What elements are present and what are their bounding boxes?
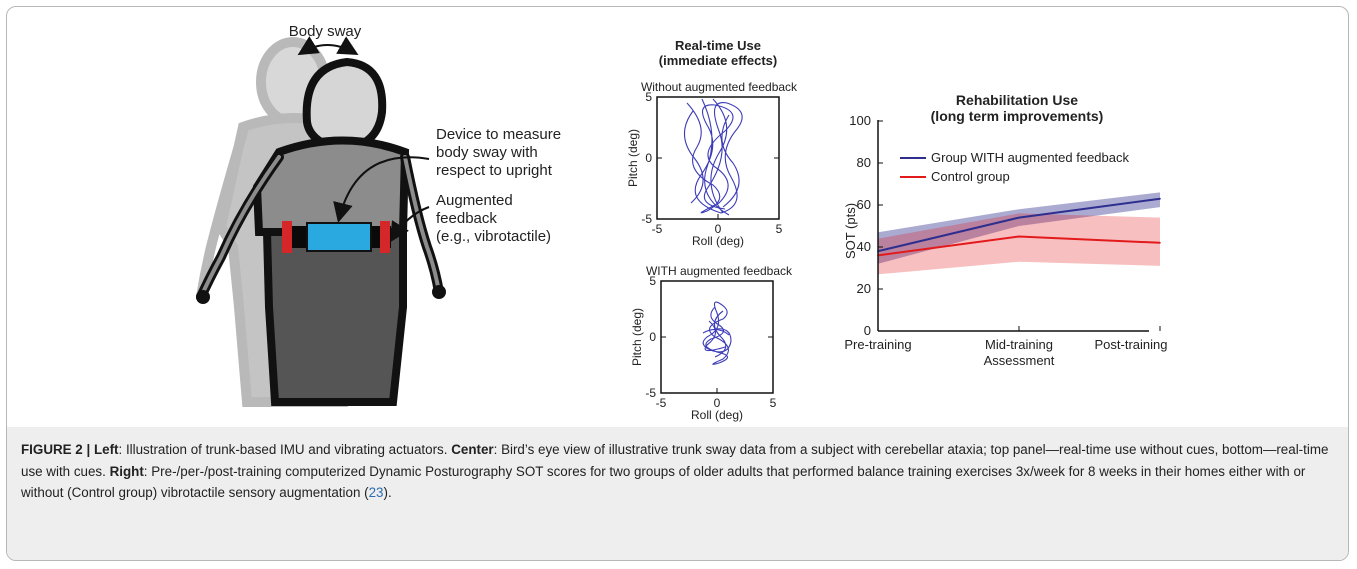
top-xtick-1: -5 <box>652 222 663 236</box>
point-with-1 <box>1018 216 1020 219</box>
rehab-ytick-40: 40 <box>857 239 871 254</box>
top-plot-ticks <box>656 96 780 220</box>
top-ytick-2: 0 <box>645 151 652 165</box>
top-xlabel: Roll (deg) <box>692 234 744 248</box>
center-panel: Real-time Use (immediate effects) Withou… <box>626 38 798 422</box>
bottom-ytick-1: 5 <box>649 274 656 288</box>
center-title-2: (immediate effects) <box>659 53 777 68</box>
bottom-xtick-3: 5 <box>770 396 777 410</box>
feedback-pointer <box>389 206 430 243</box>
main-figure <box>196 57 446 406</box>
bottom-xlabel: Roll (deg) <box>691 408 743 422</box>
bottom-plot-title: WITH augmented feedback <box>646 264 793 278</box>
legend-label-control: Control group <box>931 169 1010 184</box>
rehab-ylabel: SOT (pts) <box>843 203 858 259</box>
figure-area: Body sway Device to measure body sway wi… <box>7 7 1348 427</box>
bottom-sway-trace <box>702 301 732 365</box>
rehab-title-1: Rehabilitation Use <box>956 92 1078 108</box>
left-panel: Body sway Device to measure body sway wi… <box>196 23 561 407</box>
top-sway-trace <box>683 98 743 216</box>
feedback-label-2: feedback <box>436 210 497 227</box>
figure-caption: FIGURE 2 | Left: Illustration of trunk-b… <box>7 427 1348 560</box>
rehab-ytick-100: 100 <box>849 113 871 128</box>
caption-center-label: Center <box>451 442 494 457</box>
rehab-xtick-mid-2: Assessment <box>984 353 1055 368</box>
top-plot-frame <box>656 96 780 220</box>
top-ylabel: Pitch (deg) <box>626 129 640 187</box>
top-plot-title: Without augmented feedback <box>641 80 798 94</box>
rehab-ytick-80: 80 <box>857 155 871 170</box>
point-with-2 <box>1159 197 1161 200</box>
bottom-ylabel: Pitch (deg) <box>630 308 644 366</box>
body-sway-label: Body sway <box>289 23 362 40</box>
caption-left-text: : Illustration of trunk-based IMU and vi… <box>118 442 452 457</box>
top-xtick-3: 5 <box>776 222 783 236</box>
top-xtick-2: 0 <box>715 222 722 236</box>
bottom-plot-ticks <box>660 280 774 394</box>
top-ytick-1: 5 <box>645 90 652 104</box>
device-label-1: Device to measure <box>436 126 561 143</box>
caption-right-text: : Pre-/per-/post-training computerized D… <box>21 463 1306 501</box>
legend-label-with: Group WITH augmented feedback <box>931 150 1129 165</box>
bottom-ytick-2: 0 <box>649 330 656 344</box>
point-control-2 <box>1159 242 1161 244</box>
rehab-ytick-0: 0 <box>864 323 871 338</box>
caption-figure-label: FIGURE 2 | <box>21 442 94 457</box>
feedback-label-1: Augmented <box>436 192 513 209</box>
device-label-2: body sway with <box>436 144 538 161</box>
band-with <box>878 192 1160 264</box>
device-label-3: respect to upright <box>436 162 553 179</box>
bottom-xtick-1: -5 <box>656 396 667 410</box>
imu-device <box>306 222 372 252</box>
caption-right-label: Right <box>109 463 144 479</box>
left-actuator <box>282 221 292 253</box>
sway-arrow <box>297 36 359 56</box>
bottom-xtick-2: 0 <box>714 396 721 410</box>
device-pointer <box>333 156 430 223</box>
rehab-ytick-20: 20 <box>857 281 871 296</box>
rehab-xtick-post: Post-training <box>1095 337 1168 352</box>
figure-frame: Body sway Device to measure body sway wi… <box>6 6 1349 561</box>
rehab-ytick-60: 60 <box>857 197 871 212</box>
rehab-title-2: (long term improvements) <box>931 108 1104 124</box>
right-actuator <box>380 221 390 253</box>
bottom-ytick-3: -5 <box>645 386 656 400</box>
caption-center-text: : Bird’s eye view of illustrative trunk … <box>21 442 1329 479</box>
feedback-label-3: (e.g., vibrotactile) <box>436 228 551 245</box>
rehab-xtick-mid-1: Mid-training <box>985 337 1053 352</box>
top-ytick-3: -5 <box>641 212 652 226</box>
caption-reference-link[interactable]: 23 <box>368 485 384 500</box>
figure-svg: Body sway Device to measure body sway wi… <box>196 23 1167 422</box>
caption-left-label: Left <box>93 442 119 457</box>
rehab-chart: Rehabilitation Use (long term improvemen… <box>843 92 1167 368</box>
band-control <box>878 213 1160 275</box>
rehab-xtick-pre: Pre-training <box>844 337 911 352</box>
point-control-1 <box>1018 235 1020 238</box>
caption-end: ). <box>383 485 392 500</box>
center-title-1: Real-time Use <box>675 38 761 53</box>
